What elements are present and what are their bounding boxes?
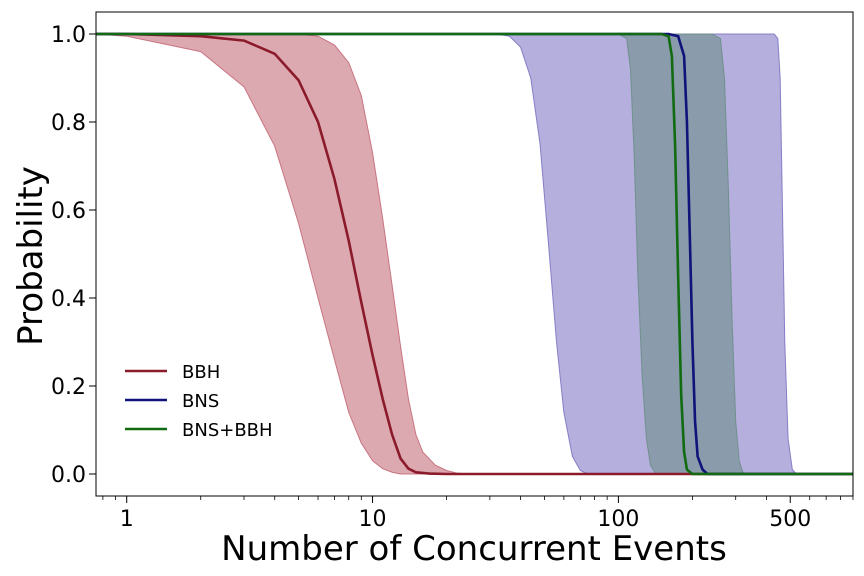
x-tick-label: 10 [359, 507, 387, 532]
line-bns [96, 32, 853, 476]
y-tick-label: 0.6 [51, 199, 86, 224]
lines-layer [96, 32, 853, 476]
x-tick-label: 1 [120, 507, 134, 532]
bands-layer [95, 33, 853, 475]
legend-label: BNS [182, 391, 219, 412]
legend-label: BBH [182, 362, 220, 383]
y-tick-label: 0.4 [51, 287, 86, 312]
plot-frame [95, 11, 854, 497]
y-tick-label: 0.2 [51, 375, 86, 400]
line-bbh [96, 32, 853, 476]
x-tick-label: 500 [769, 507, 811, 532]
x-tick-label: 100 [597, 507, 639, 532]
x-axis: 1 10 100 500 [102, 496, 854, 532]
x-axis-title: Number of Concurrent Events [221, 529, 727, 569]
y-axis-title: Probability [11, 166, 51, 346]
y-tick-label: 1.0 [51, 23, 86, 48]
y-axis: 0.0 0.2 0.4 0.6 0.8 1.0 [51, 23, 96, 488]
band-bns-bbh [96, 33, 853, 475]
legend: BBH BNS BNS+BBH [125, 362, 273, 441]
legend-label: BNS+BBH [182, 420, 273, 441]
y-tick-label: 0.8 [51, 111, 86, 136]
y-tick-label: 0.0 [51, 463, 86, 488]
line-bns-bbh [96, 32, 853, 476]
